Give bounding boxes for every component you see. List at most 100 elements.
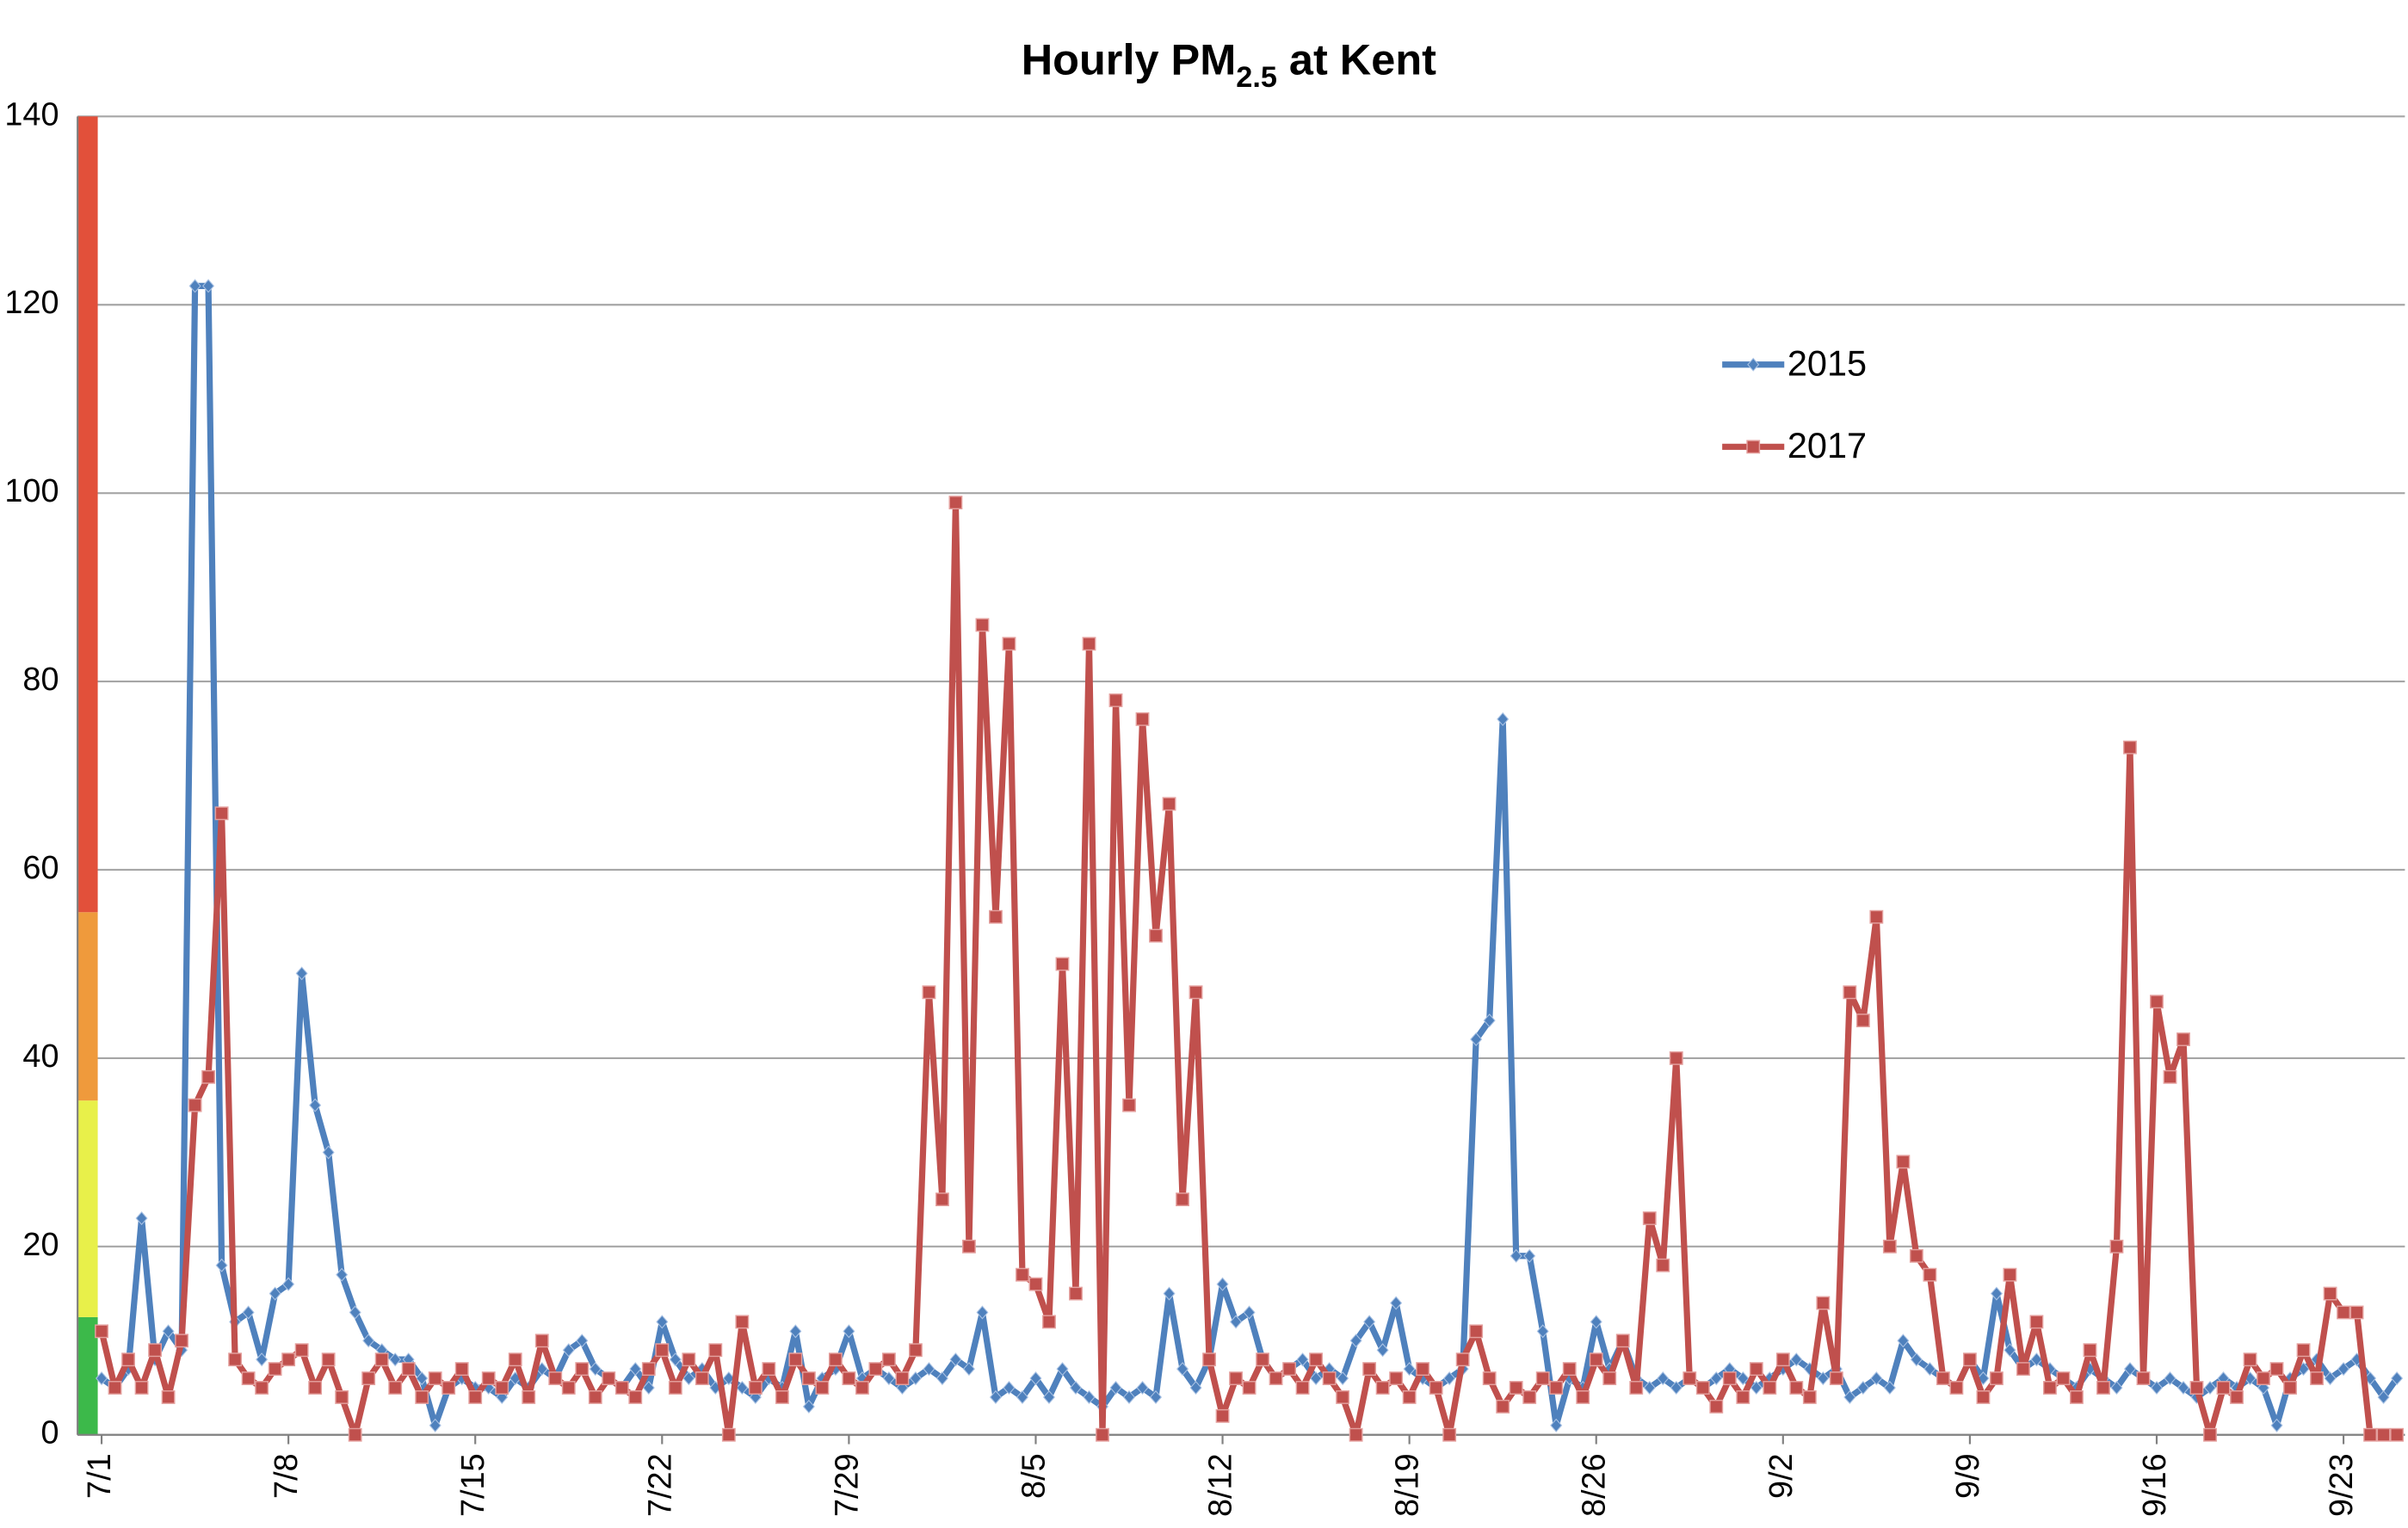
marker — [522, 1390, 536, 1404]
marker — [2004, 1343, 2016, 1358]
marker — [2123, 1362, 2136, 1377]
marker — [1216, 1277, 1229, 1291]
marker — [922, 985, 936, 1000]
marker — [1122, 1098, 1136, 1112]
marker — [923, 1362, 935, 1377]
marker — [1962, 1352, 1977, 1367]
marker — [255, 1381, 269, 1395]
marker — [628, 1390, 643, 1404]
marker — [415, 1390, 429, 1404]
marker — [1642, 1211, 1657, 1225]
marker — [148, 1343, 163, 1358]
marker — [1576, 1390, 1590, 1404]
marker — [202, 279, 215, 293]
marker — [843, 1324, 855, 1339]
marker — [682, 1352, 696, 1367]
marker — [295, 966, 308, 981]
marker — [2123, 740, 2137, 755]
marker — [1629, 1381, 1644, 1395]
x-tick-label: 9/9 — [1950, 1453, 1986, 1499]
marker — [1002, 637, 1016, 651]
marker — [602, 1371, 616, 1385]
marker — [962, 1362, 975, 1377]
marker — [2003, 1267, 2017, 1282]
marker — [669, 1352, 682, 1367]
marker — [2390, 1427, 2405, 1442]
marker — [1042, 1389, 1056, 1404]
marker — [975, 618, 990, 632]
marker — [1989, 1371, 2004, 1385]
marker — [1535, 1371, 1550, 1385]
marker — [1149, 928, 1163, 943]
marker — [2391, 1371, 2404, 1386]
marker — [1363, 1315, 1376, 1329]
marker — [1855, 1014, 1870, 1028]
marker — [1695, 1381, 1710, 1395]
marker — [1322, 1371, 1337, 1385]
marker — [735, 1315, 750, 1329]
marker — [682, 1371, 695, 1386]
marker — [588, 1390, 602, 1404]
x-tick-label: 8/26 — [1577, 1453, 1613, 1517]
marker — [1016, 1267, 1029, 1282]
marker — [1536, 1324, 1549, 1339]
marker — [2176, 1032, 2190, 1046]
marker — [2296, 1343, 2311, 1358]
marker — [1056, 1362, 1069, 1377]
marker — [1736, 1390, 1750, 1404]
marker — [1746, 440, 1761, 454]
x-tick-label: 8/5 — [1016, 1453, 1052, 1499]
marker — [1816, 1296, 1831, 1310]
marker — [1883, 1380, 1896, 1396]
marker — [655, 1343, 670, 1358]
marker — [1189, 985, 1203, 1000]
y-tick-label: 60 — [22, 850, 59, 886]
marker — [1657, 1371, 1670, 1386]
marker — [508, 1352, 522, 1367]
title-subscript: 2.5 — [1236, 61, 1277, 94]
marker — [1028, 1277, 1043, 1291]
marker — [2283, 1381, 2297, 1395]
marker — [1016, 1389, 1028, 1404]
marker — [1122, 1389, 1136, 1404]
marker — [1683, 1371, 1697, 1385]
marker — [1256, 1352, 1270, 1367]
marker — [1336, 1390, 1350, 1404]
marker — [1136, 1380, 1149, 1396]
marker — [949, 1352, 962, 1367]
marker — [1522, 1390, 1537, 1404]
marker — [1296, 1352, 1309, 1367]
legend-label: 2015 — [1787, 343, 1867, 384]
marker — [108, 1381, 122, 1395]
marker — [1108, 693, 1123, 707]
marker — [1882, 1239, 1897, 1254]
marker — [2163, 1069, 2177, 1084]
marker — [95, 1324, 108, 1339]
aqi-band — [77, 912, 98, 1101]
marker — [802, 1399, 815, 1414]
marker — [374, 1352, 389, 1367]
marker — [322, 1145, 335, 1160]
marker — [868, 1362, 883, 1377]
marker — [1643, 1380, 1656, 1396]
x-tick-label: 7/1 — [82, 1453, 118, 1499]
marker — [989, 909, 1003, 924]
marker — [2029, 1315, 2044, 1329]
y-tick-label: 40 — [22, 1038, 59, 1075]
marker — [962, 1239, 976, 1254]
x-tick-label: 9/16 — [2137, 1453, 2173, 1517]
marker — [2337, 1305, 2350, 1320]
marker — [1163, 1286, 1176, 1301]
marker — [1202, 1352, 1216, 1367]
marker — [668, 1381, 682, 1395]
marker — [1349, 1427, 1363, 1442]
marker — [1602, 1371, 1617, 1385]
series — [96, 279, 2404, 1432]
marker — [1055, 957, 1070, 971]
marker — [161, 1390, 176, 1404]
marker — [428, 1371, 442, 1385]
marker — [1483, 1014, 1496, 1028]
marker — [1109, 1380, 1122, 1396]
marker — [1402, 1390, 1417, 1404]
marker — [1443, 1371, 1456, 1386]
